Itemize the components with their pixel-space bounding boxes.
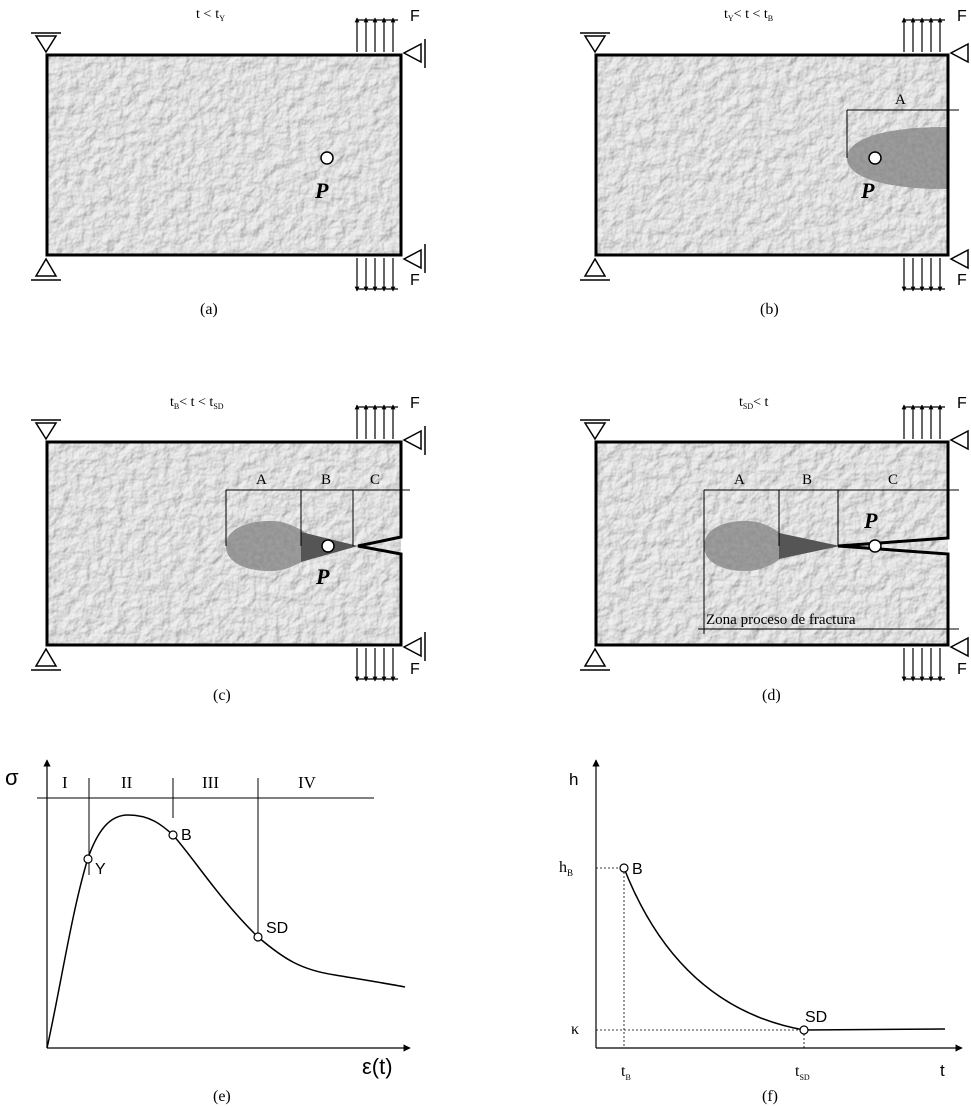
point-sd-label-f: SD xyxy=(805,1009,827,1026)
point-b-label-f: B xyxy=(632,861,643,878)
right-support-bottom-c xyxy=(402,632,426,661)
stress-strain-curve xyxy=(46,814,406,1049)
zone-c-label-c: C xyxy=(370,472,380,488)
force-arrows-top-b xyxy=(901,17,945,52)
y-tick-kappa: κ xyxy=(571,1021,579,1038)
specimen-c xyxy=(47,442,401,645)
condition-d: tSD< t xyxy=(739,395,769,411)
point-y-marker xyxy=(83,854,93,864)
y-axis-label-e: σ xyxy=(5,765,19,790)
material-point-c xyxy=(321,539,335,553)
zone-a-label-d: A xyxy=(734,472,745,488)
roller-support-top-b xyxy=(580,32,610,54)
point-label-d: P xyxy=(863,508,878,533)
force-arrows-top-d xyxy=(901,404,945,439)
specimen-a xyxy=(47,55,401,255)
point-sd-marker-e xyxy=(253,932,263,942)
graph-e: σ ε(t) I II III IV Y B SD (e) xyxy=(5,759,411,1105)
zone-b-label-c: B xyxy=(321,472,331,488)
localized-zone-d xyxy=(779,533,840,559)
point-label-a: P xyxy=(314,178,329,203)
caption-a: (a) xyxy=(200,301,218,318)
caption-c: (c) xyxy=(213,687,231,704)
point-y-label: Y xyxy=(95,861,106,878)
condition-c: tB< t < tSD xyxy=(170,395,224,411)
material-point-b xyxy=(868,151,882,165)
force-label-bottom-c: F xyxy=(410,661,420,678)
right-support-top-c xyxy=(402,426,426,455)
caption-d: (d) xyxy=(762,687,781,704)
roller-support-bottom-a xyxy=(31,257,61,281)
damage-zone-b xyxy=(847,127,948,189)
fracture-process-zone-label: Zona proceso de fractura xyxy=(706,612,856,628)
roller-support-top-c xyxy=(31,419,61,441)
caption-e: (e) xyxy=(213,1088,231,1105)
roller-support-top-a xyxy=(31,32,61,54)
force-label-top-b: F xyxy=(957,8,967,25)
x-tick-tb: tB xyxy=(621,1063,631,1082)
point-label-b: P xyxy=(860,178,875,203)
panel-c: A B C xyxy=(31,395,426,704)
caption-f: (f) xyxy=(762,1088,778,1105)
right-support-top-d xyxy=(949,429,969,451)
zone-b-label-d: B xyxy=(802,472,812,488)
panel-a: F F t < tY P (a) xyxy=(31,7,426,318)
caption-b: (b) xyxy=(760,301,779,318)
softening-curve xyxy=(623,867,946,1031)
condition-a: t < tY xyxy=(196,7,225,23)
region-label-i: I xyxy=(62,773,68,792)
force-label-bottom-a: F xyxy=(410,272,420,289)
x-axis-label-f: t xyxy=(940,1061,945,1080)
roller-support-top-d xyxy=(580,419,610,441)
zone-c-label-d: C xyxy=(888,472,898,488)
material-point-d xyxy=(868,539,882,553)
point-sd-marker-f xyxy=(799,1025,809,1035)
condition-b: tY< t < tB xyxy=(724,7,773,23)
zone-a-label-b: A xyxy=(895,92,906,108)
x-axis-label-e: ε(t) xyxy=(362,1054,393,1079)
panel-d: A B C Zona proceso de fractura xyxy=(580,395,969,704)
right-support-bottom-a xyxy=(402,244,426,273)
force-label-bottom-d: F xyxy=(957,661,967,678)
roller-support-bottom-b xyxy=(580,257,610,281)
force-label-top-d: F xyxy=(957,395,967,412)
damage-zone-d xyxy=(704,521,800,571)
point-b-label-e: B xyxy=(181,827,192,844)
force-arrows-top-a xyxy=(354,17,398,52)
right-support-top-a xyxy=(402,39,426,68)
roller-support-bottom-c xyxy=(31,647,61,671)
point-label-c: P xyxy=(315,564,330,589)
point-b-marker-e xyxy=(168,830,178,840)
region-label-iv: IV xyxy=(298,773,317,792)
force-arrows-bottom-b xyxy=(901,258,945,292)
region-label-ii: II xyxy=(121,773,133,792)
force-arrows-bottom-d xyxy=(901,648,945,682)
right-support-bottom-d xyxy=(949,636,969,658)
force-arrows-bottom-a xyxy=(354,258,398,292)
point-b-marker-f xyxy=(619,863,629,873)
force-label-bottom-b: F xyxy=(957,272,967,289)
graph-f: h t B SD hB κ tB tSD (f) xyxy=(559,759,963,1105)
force-arrows-bottom-c xyxy=(354,648,398,682)
material-point-a xyxy=(320,151,334,165)
zone-a-label-c: A xyxy=(256,472,267,488)
y-axis-label-f: h xyxy=(569,770,578,789)
region-label-iii: III xyxy=(202,773,219,792)
point-sd-label-e: SD xyxy=(266,920,288,937)
right-support-bottom-b xyxy=(949,248,969,270)
force-arrows-top-c xyxy=(354,404,398,439)
right-support-top-b xyxy=(949,42,969,64)
y-tick-hb: hB xyxy=(559,859,573,878)
force-label-top-a: F xyxy=(410,8,420,25)
x-tick-tsd: tSD xyxy=(795,1063,810,1082)
roller-support-bottom-d xyxy=(580,647,610,671)
panel-b: A F F xyxy=(580,7,969,318)
force-label-top-c: F xyxy=(410,395,420,412)
